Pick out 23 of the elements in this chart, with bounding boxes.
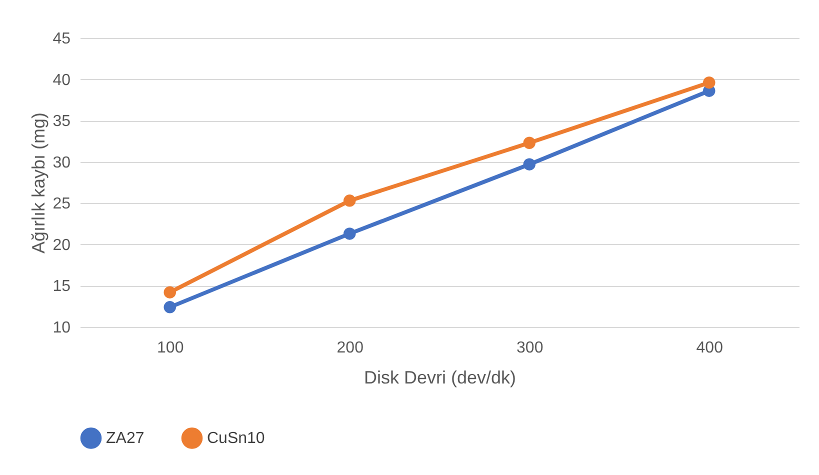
point xyxy=(523,158,536,170)
y-tick-label: 35 xyxy=(52,113,71,130)
x-tick-label: 100 xyxy=(157,340,184,356)
legend-label: ZA27 xyxy=(106,430,144,448)
point xyxy=(164,286,176,298)
point xyxy=(344,194,356,207)
y-tick-label: 15 xyxy=(52,278,71,296)
point xyxy=(523,136,536,149)
legend-label: CuSn10 xyxy=(207,430,265,448)
y-tick-label: 45 xyxy=(52,30,71,48)
point xyxy=(164,301,176,314)
x-tick-label: 200 xyxy=(336,340,364,356)
y-axis-title: Ağırlık kaybı (mg) xyxy=(28,112,49,254)
y-tick-label: 25 xyxy=(52,196,71,213)
x-tick-label: 300 xyxy=(516,340,544,356)
x-tick-label: 400 xyxy=(696,340,724,356)
point xyxy=(344,228,356,240)
y-tick-label: 40 xyxy=(52,72,71,89)
y-tick-label: 20 xyxy=(52,236,71,254)
y-tick-label: 30 xyxy=(52,154,71,172)
y-tick-label: 10 xyxy=(52,320,71,336)
point xyxy=(703,76,716,89)
x-axis-title: Disk Devri (dev/dk) xyxy=(364,368,516,388)
